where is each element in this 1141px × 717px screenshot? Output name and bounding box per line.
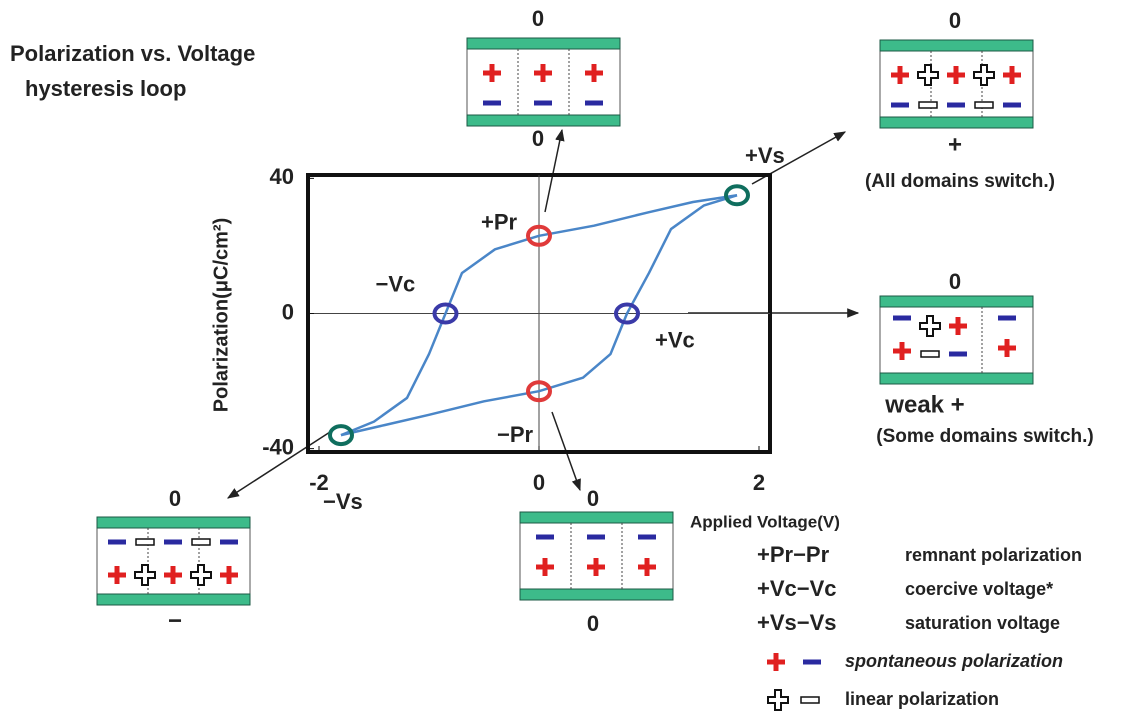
linear-minus xyxy=(800,696,820,704)
point-label: +Vs xyxy=(745,143,785,168)
point-label: −Vs xyxy=(323,489,363,514)
panel-body xyxy=(519,511,674,601)
spontaneous-plus xyxy=(536,558,554,576)
point-label: +Pr xyxy=(481,210,518,235)
panel-top-label: 0 xyxy=(949,269,961,294)
point-label: −Pr xyxy=(497,422,534,447)
electrode xyxy=(96,593,251,606)
key-point xyxy=(614,302,640,325)
linear-minus xyxy=(974,101,994,109)
spontaneous-plus xyxy=(1003,66,1021,84)
y-axis-label: Polarization(μC/cm²) xyxy=(210,218,232,412)
electrode xyxy=(466,114,621,127)
domain-panel xyxy=(519,511,674,601)
domain-panel xyxy=(466,37,621,127)
hysteresis-curve xyxy=(340,194,738,437)
linear-minus xyxy=(920,350,940,358)
spontaneous-plus xyxy=(220,566,238,584)
legend-text: remnant polarization xyxy=(905,545,1082,565)
key-point xyxy=(526,224,552,247)
point-label: +Vc xyxy=(655,327,695,352)
electrode xyxy=(879,39,1034,52)
title-line: hysteresis loop xyxy=(25,76,186,101)
y-tick-label: -40 xyxy=(262,434,294,459)
x-axis-label: Applied Voltage(V) xyxy=(690,512,840,531)
linear-plus xyxy=(190,564,212,586)
panel-note: (All domains switch.) xyxy=(865,171,1055,192)
key-point xyxy=(526,380,552,403)
spontaneous-plus xyxy=(534,64,552,82)
panel-bottom-label: weak + xyxy=(884,391,964,418)
legend-text: saturation voltage xyxy=(905,613,1060,633)
electrode xyxy=(96,516,251,529)
linear-plus xyxy=(767,689,789,711)
y-tick-label: 0 xyxy=(282,299,294,324)
electrode xyxy=(466,37,621,50)
key-point xyxy=(724,184,750,207)
linear-minus xyxy=(191,538,211,546)
panel-top-label: 0 xyxy=(587,486,599,511)
title-line: Polarization vs. Voltage xyxy=(10,41,255,66)
linear-plus xyxy=(919,315,941,337)
electrode xyxy=(519,511,674,524)
electrode xyxy=(879,372,1034,385)
panel-note: (Some domains switch.) xyxy=(876,426,1093,447)
domain-panel xyxy=(879,295,1034,385)
y-tick-label: 40 xyxy=(270,164,294,189)
electrode xyxy=(519,588,674,601)
spontaneous-plus xyxy=(164,566,182,584)
legend-symbol: +Vs−Vs xyxy=(757,610,837,635)
panel-bottom-label: − xyxy=(168,607,182,634)
panel-top-label: 0 xyxy=(169,486,181,511)
electrode xyxy=(879,295,1034,308)
key-point xyxy=(328,424,354,447)
spontaneous-plus xyxy=(949,317,967,335)
linear-plus xyxy=(917,64,939,86)
linear-plus xyxy=(134,564,156,586)
panel-bottom-label: 0 xyxy=(532,126,544,151)
spontaneous-plus xyxy=(585,64,603,82)
legend-symbol: +Vc−Vc xyxy=(757,576,837,601)
linear-minus xyxy=(135,538,155,546)
x-tick-label: 0 xyxy=(533,470,545,495)
hysteresis-curve xyxy=(340,194,738,437)
x-tick-label: -2 xyxy=(309,470,329,495)
linear-minus xyxy=(918,101,938,109)
linear-plus xyxy=(973,64,995,86)
panel-body xyxy=(879,295,1034,385)
panel-top-label: 0 xyxy=(532,6,544,31)
x-tick-label: 2 xyxy=(753,470,765,495)
legend-text: coercive voltage* xyxy=(905,579,1053,599)
spontaneous-plus xyxy=(998,339,1016,357)
legend-text: spontaneous polarization xyxy=(845,651,1063,671)
electrode xyxy=(879,116,1034,129)
spontaneous-plus xyxy=(947,66,965,84)
domain-panel xyxy=(879,39,1034,129)
spontaneous-plus xyxy=(483,64,501,82)
spontaneous-plus xyxy=(891,66,909,84)
spontaneous-plus xyxy=(108,566,126,584)
domain-panel xyxy=(96,516,251,606)
panel-top-label: 0 xyxy=(949,8,961,33)
panel-bottom-label: 0 xyxy=(587,611,599,636)
spontaneous-plus xyxy=(638,558,656,576)
spontaneous-plus xyxy=(767,653,785,671)
legend-symbol: +Pr−Pr xyxy=(757,542,830,567)
key-point xyxy=(432,302,459,325)
spontaneous-plus xyxy=(587,558,605,576)
panel-bottom-label: + xyxy=(948,131,962,158)
spontaneous-plus xyxy=(893,342,911,360)
panel-body xyxy=(96,516,251,606)
point-label: −Vc xyxy=(376,271,416,296)
legend-text: linear polarization xyxy=(845,689,999,709)
